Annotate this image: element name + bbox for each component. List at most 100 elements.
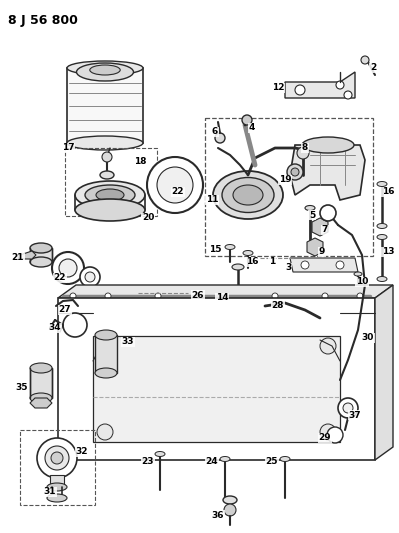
Bar bbox=[95, 335, 117, 373]
Circle shape bbox=[297, 147, 309, 159]
Ellipse shape bbox=[100, 171, 114, 179]
Circle shape bbox=[45, 446, 69, 470]
Text: 14: 14 bbox=[216, 294, 228, 303]
Circle shape bbox=[97, 338, 113, 354]
Ellipse shape bbox=[377, 223, 387, 229]
Text: 9: 9 bbox=[319, 247, 325, 256]
Bar bbox=[50, 475, 64, 487]
Text: 3: 3 bbox=[285, 263, 291, 272]
Text: 29: 29 bbox=[319, 433, 331, 442]
Ellipse shape bbox=[377, 235, 387, 239]
Text: 25: 25 bbox=[266, 457, 278, 466]
Circle shape bbox=[105, 293, 111, 299]
Text: 34: 34 bbox=[49, 324, 61, 333]
Circle shape bbox=[336, 81, 344, 89]
Text: 24: 24 bbox=[206, 457, 218, 466]
Text: 22: 22 bbox=[172, 188, 184, 197]
Circle shape bbox=[344, 91, 352, 99]
Text: 16: 16 bbox=[382, 188, 394, 197]
Circle shape bbox=[37, 438, 77, 478]
Circle shape bbox=[70, 293, 76, 299]
Text: 5: 5 bbox=[309, 211, 315, 220]
Circle shape bbox=[155, 293, 161, 299]
Circle shape bbox=[320, 424, 336, 440]
Text: 10: 10 bbox=[356, 278, 368, 287]
Circle shape bbox=[336, 261, 344, 269]
Text: 6: 6 bbox=[212, 127, 218, 136]
Polygon shape bbox=[290, 145, 365, 200]
Text: 8 J 56 800: 8 J 56 800 bbox=[8, 14, 78, 27]
Ellipse shape bbox=[305, 206, 315, 211]
Circle shape bbox=[320, 338, 336, 354]
Polygon shape bbox=[93, 336, 340, 442]
Text: 17: 17 bbox=[62, 143, 74, 152]
Text: 32: 32 bbox=[76, 448, 88, 456]
Circle shape bbox=[301, 261, 309, 269]
Circle shape bbox=[215, 133, 225, 143]
Circle shape bbox=[320, 205, 336, 221]
Text: 20: 20 bbox=[142, 214, 154, 222]
Text: 37: 37 bbox=[349, 410, 361, 419]
Circle shape bbox=[322, 293, 328, 299]
Text: 26: 26 bbox=[192, 290, 204, 300]
Circle shape bbox=[63, 313, 87, 337]
Bar bbox=[67, 68, 143, 143]
Circle shape bbox=[287, 164, 303, 180]
Circle shape bbox=[224, 504, 236, 516]
Circle shape bbox=[291, 168, 299, 176]
Ellipse shape bbox=[67, 61, 143, 75]
Text: 35: 35 bbox=[16, 384, 28, 392]
Bar bbox=[30, 368, 52, 398]
Ellipse shape bbox=[225, 245, 235, 249]
Text: 36: 36 bbox=[212, 511, 224, 520]
Ellipse shape bbox=[233, 185, 263, 205]
Ellipse shape bbox=[95, 330, 117, 340]
Circle shape bbox=[52, 252, 84, 284]
Circle shape bbox=[59, 259, 77, 277]
Ellipse shape bbox=[220, 456, 230, 462]
Circle shape bbox=[357, 293, 363, 299]
Ellipse shape bbox=[30, 257, 52, 267]
Circle shape bbox=[242, 115, 252, 125]
Text: 8: 8 bbox=[302, 143, 308, 152]
Ellipse shape bbox=[361, 285, 369, 289]
Text: 16: 16 bbox=[246, 257, 258, 266]
Text: 28: 28 bbox=[272, 301, 284, 310]
Ellipse shape bbox=[95, 368, 117, 378]
Bar bbox=[205, 118, 373, 256]
Text: 27: 27 bbox=[59, 305, 71, 314]
Circle shape bbox=[338, 398, 358, 418]
Text: 4: 4 bbox=[249, 124, 255, 133]
Circle shape bbox=[157, 167, 193, 203]
Circle shape bbox=[147, 157, 203, 213]
Ellipse shape bbox=[243, 251, 253, 255]
Text: 2: 2 bbox=[370, 63, 376, 72]
Ellipse shape bbox=[47, 483, 67, 491]
Ellipse shape bbox=[222, 177, 274, 213]
Polygon shape bbox=[290, 258, 358, 272]
Ellipse shape bbox=[77, 63, 134, 81]
Ellipse shape bbox=[96, 189, 124, 201]
Polygon shape bbox=[312, 218, 328, 236]
Text: 22: 22 bbox=[54, 273, 66, 282]
Text: 12: 12 bbox=[272, 84, 284, 93]
Text: 30: 30 bbox=[362, 334, 374, 343]
Circle shape bbox=[102, 152, 112, 162]
Bar bbox=[30, 248, 52, 262]
Circle shape bbox=[80, 267, 100, 287]
Ellipse shape bbox=[232, 264, 244, 270]
Ellipse shape bbox=[302, 137, 354, 153]
Ellipse shape bbox=[377, 182, 387, 187]
Ellipse shape bbox=[67, 136, 143, 150]
Ellipse shape bbox=[155, 451, 165, 456]
Ellipse shape bbox=[85, 185, 135, 205]
Circle shape bbox=[51, 452, 63, 464]
Circle shape bbox=[97, 424, 113, 440]
Polygon shape bbox=[16, 251, 36, 259]
Text: 21: 21 bbox=[12, 254, 24, 262]
Ellipse shape bbox=[30, 243, 52, 253]
Text: 33: 33 bbox=[122, 337, 134, 346]
Ellipse shape bbox=[75, 181, 145, 209]
Text: 11: 11 bbox=[206, 196, 218, 205]
Circle shape bbox=[361, 56, 369, 64]
